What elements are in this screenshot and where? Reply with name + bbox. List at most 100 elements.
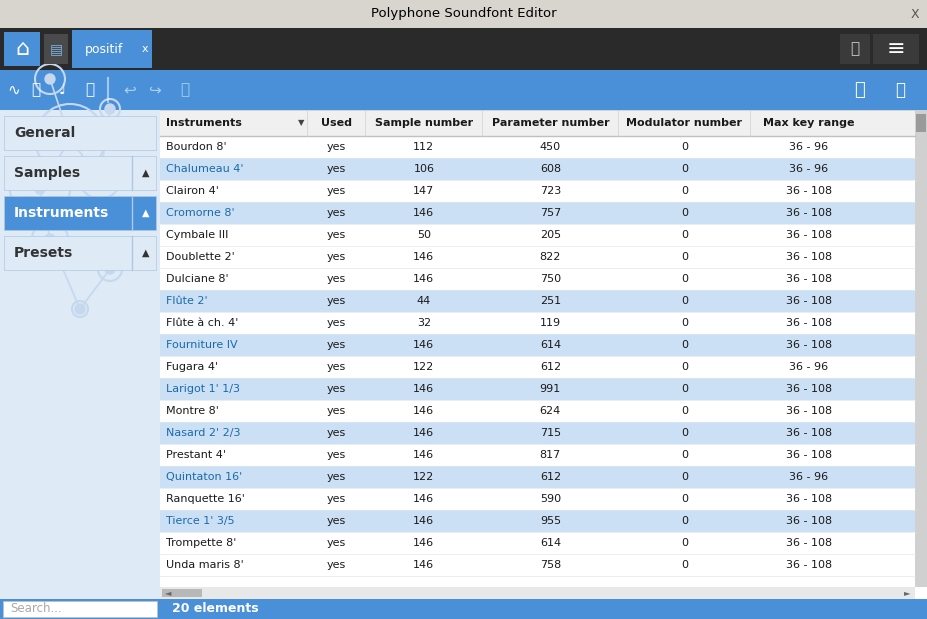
Text: 44: 44 (417, 296, 431, 306)
Text: 0: 0 (680, 494, 688, 504)
Text: Prestant 4': Prestant 4' (166, 450, 226, 460)
Text: yes: yes (326, 516, 346, 526)
Text: X: X (910, 7, 920, 20)
Text: ≡: ≡ (887, 39, 906, 59)
Text: 955: 955 (540, 516, 561, 526)
Circle shape (35, 184, 45, 194)
Text: ⌂: ⌂ (15, 39, 29, 59)
Bar (840, 34, 870, 64)
Text: 112: 112 (413, 142, 435, 152)
Text: yes: yes (326, 318, 346, 328)
Text: ∿: ∿ (7, 82, 20, 98)
Bar (0, 599, 927, 619)
Text: 146: 146 (413, 208, 435, 218)
Text: Polyphone Soundfont Editor: Polyphone Soundfont Editor (371, 7, 556, 20)
Text: 146: 146 (413, 428, 435, 438)
Bar (160, 224, 915, 246)
Text: Parameter number: Parameter number (491, 118, 609, 128)
Text: 36 - 108: 36 - 108 (786, 516, 832, 526)
Text: Presets: Presets (14, 246, 73, 260)
Circle shape (65, 134, 75, 144)
Text: yes: yes (326, 296, 346, 306)
Text: Trompette 8': Trompette 8' (166, 538, 236, 548)
Text: positif: positif (84, 43, 123, 56)
Text: 0: 0 (680, 274, 688, 284)
Text: Sample number: Sample number (375, 118, 473, 128)
Circle shape (105, 104, 115, 114)
Text: 0: 0 (680, 472, 688, 482)
Text: 146: 146 (413, 252, 435, 262)
Bar (160, 488, 915, 510)
Bar (72, 30, 152, 68)
Bar (160, 444, 915, 466)
Text: 119: 119 (540, 318, 561, 328)
Circle shape (45, 234, 55, 244)
Bar (160, 378, 915, 400)
Text: Search...: Search... (10, 602, 62, 615)
Bar (160, 554, 915, 576)
Text: yes: yes (326, 230, 346, 240)
Bar (0, 70, 927, 110)
Text: ↪: ↪ (148, 82, 161, 98)
Text: yes: yes (326, 142, 346, 152)
Circle shape (45, 74, 55, 84)
Bar (915, 110, 927, 587)
Text: 36 - 108: 36 - 108 (786, 538, 832, 548)
Text: 🔊: 🔊 (32, 82, 41, 98)
Text: 614: 614 (540, 340, 561, 350)
Text: 122: 122 (413, 362, 435, 372)
Text: 991: 991 (540, 384, 561, 394)
Text: 36 - 96: 36 - 96 (790, 472, 829, 482)
Text: yes: yes (326, 406, 346, 416)
Text: Cromorne 8': Cromorne 8' (166, 208, 235, 218)
Text: 146: 146 (413, 560, 435, 570)
Text: 146: 146 (413, 406, 435, 416)
Text: 146: 146 (413, 274, 435, 284)
Text: 757: 757 (540, 208, 561, 218)
Text: 122: 122 (413, 472, 435, 482)
Text: 0: 0 (680, 186, 688, 196)
Text: 822: 822 (540, 252, 561, 262)
Text: 36 - 108: 36 - 108 (786, 252, 832, 262)
Bar (160, 246, 915, 268)
Bar (160, 180, 915, 202)
Text: 614: 614 (540, 538, 561, 548)
Text: 750: 750 (540, 274, 561, 284)
Text: ▲: ▲ (142, 168, 150, 178)
Text: 0: 0 (680, 384, 688, 394)
Text: 817: 817 (540, 450, 561, 460)
Bar (160, 312, 915, 334)
Text: Max key range: Max key range (763, 118, 855, 128)
Text: x: x (142, 44, 148, 54)
Text: yes: yes (326, 186, 346, 196)
Text: 758: 758 (540, 560, 561, 570)
Bar (160, 268, 915, 290)
Text: 0: 0 (680, 318, 688, 328)
Text: yes: yes (326, 252, 346, 262)
Text: 0: 0 (680, 340, 688, 350)
Text: yes: yes (326, 428, 346, 438)
Bar (160, 587, 915, 599)
Text: yes: yes (326, 472, 346, 482)
Circle shape (95, 174, 105, 184)
Text: 36 - 108: 36 - 108 (786, 494, 832, 504)
Text: 723: 723 (540, 186, 561, 196)
Text: 624: 624 (540, 406, 561, 416)
Text: yes: yes (326, 208, 346, 218)
Text: Dulciane 8': Dulciane 8' (166, 274, 229, 284)
Bar (160, 110, 915, 587)
Bar (0, 110, 160, 599)
Text: Doublette 2': Doublette 2' (166, 252, 235, 262)
Text: 36 - 108: 36 - 108 (786, 186, 832, 196)
Text: 612: 612 (540, 362, 561, 372)
Text: Modulator number: Modulator number (627, 118, 743, 128)
Bar (4, 196, 156, 230)
Text: 251: 251 (540, 296, 561, 306)
Text: 0: 0 (680, 516, 688, 526)
Text: 106: 106 (413, 164, 435, 174)
Text: 0: 0 (680, 252, 688, 262)
Bar (160, 510, 915, 532)
Text: Cymbale III: Cymbale III (166, 230, 228, 240)
Text: Instruments: Instruments (166, 118, 242, 128)
Text: 36 - 108: 36 - 108 (786, 296, 832, 306)
